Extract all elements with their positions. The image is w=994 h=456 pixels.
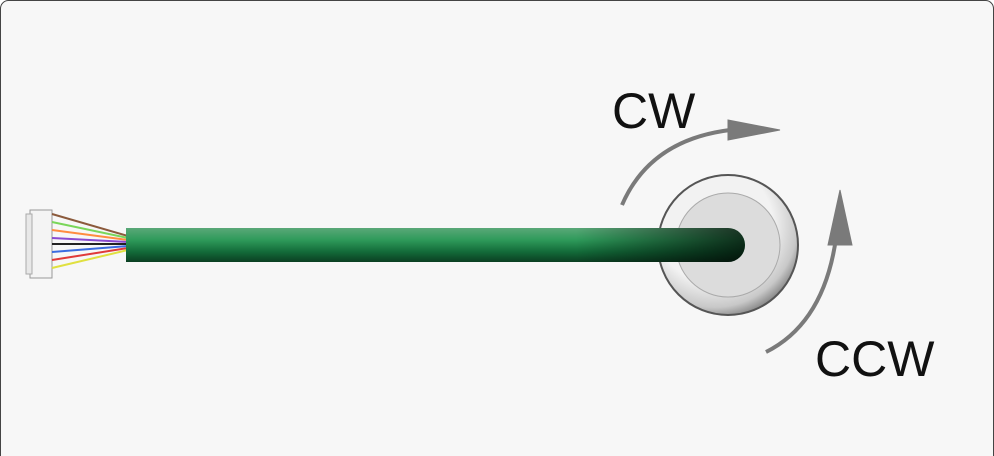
cw-label: CW <box>612 83 696 139</box>
connector <box>25 209 53 279</box>
ccw-label: CCW <box>815 331 935 387</box>
cable <box>126 228 745 262</box>
rotation-arrows <box>620 119 853 354</box>
wires <box>51 213 129 269</box>
